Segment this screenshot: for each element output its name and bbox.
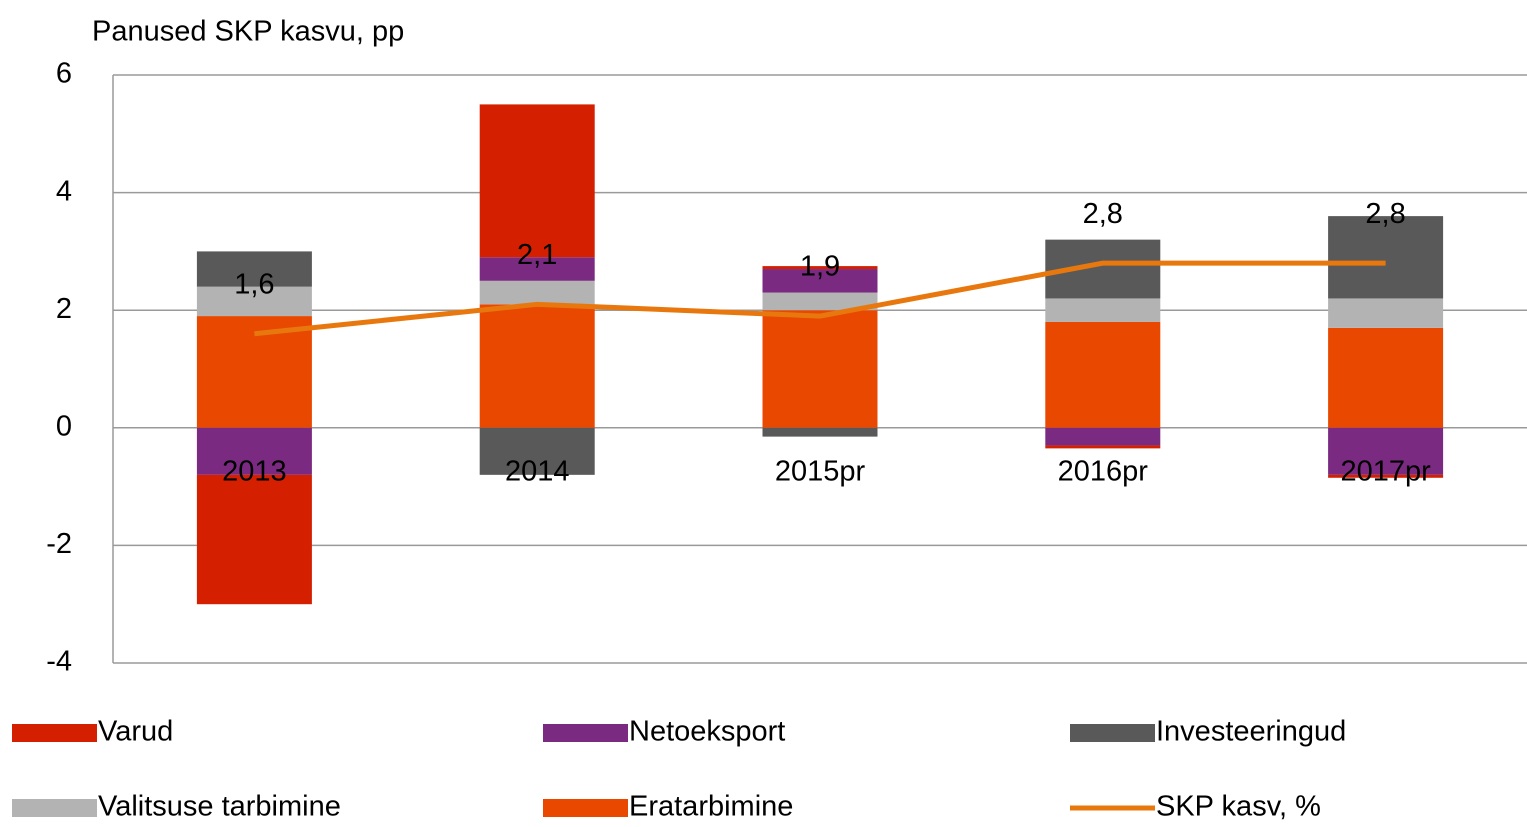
line (254, 260, 1386, 337)
y-tick-label: 6 (56, 58, 72, 90)
x-tick-label: 2016pr (1058, 455, 1149, 487)
x-tick-label: 2014 (505, 455, 570, 487)
legend-label: Varud (98, 716, 173, 748)
data-label: 2,8 (1083, 198, 1123, 230)
legend-label: Netoeksport (629, 716, 785, 748)
bar-segment (1045, 427, 1161, 446)
x-tick-label: 2017pr (1340, 455, 1431, 487)
y-tick-label: -2 (46, 528, 72, 560)
data-label: 1,6 (234, 268, 274, 300)
bar-segment (196, 427, 312, 475)
bar-segment (1045, 445, 1161, 449)
bar-segment (196, 286, 312, 317)
bar-segment (762, 269, 878, 293)
bar-segment (1045, 298, 1161, 322)
data-label: 1,9 (800, 251, 840, 283)
bar-segment (1328, 327, 1444, 428)
bar-segment (1328, 474, 1444, 478)
y-tick-label: 4 (56, 175, 72, 207)
y-tick-label: -4 (46, 646, 72, 678)
bar-segment (762, 292, 878, 311)
data-label: 2,8 (1365, 198, 1405, 230)
bar-segment (479, 280, 595, 305)
bar-segment (196, 474, 312, 605)
bar-segment (1328, 216, 1444, 299)
legend-label: Eratarbimine (629, 791, 793, 823)
bar-segment (479, 104, 595, 258)
bar-segment (1328, 298, 1444, 328)
x-tick-label: 2015pr (775, 455, 866, 487)
bar-segment (479, 427, 595, 475)
bar-segment (1328, 427, 1444, 475)
legend-label: SKP kasv, % (1156, 791, 1321, 823)
bar-segment (196, 316, 312, 428)
bar-segment (1045, 321, 1161, 428)
bar-segment (762, 266, 878, 270)
legend-swatch (12, 724, 97, 742)
bar-segment (762, 427, 878, 437)
bar-segment (479, 304, 595, 428)
chart-title: Panused SKP kasvu, pp (92, 16, 404, 48)
data-label: 2,1 (517, 239, 557, 271)
bar-segment (196, 251, 312, 287)
legend-swatch (1070, 724, 1155, 742)
legend-swatch (12, 799, 97, 817)
bar-segment (479, 257, 595, 281)
x-tick-label: 2013 (222, 455, 287, 487)
legend-label: Valitsuse tarbimine (98, 791, 341, 823)
y-tick-label: 2 (56, 293, 72, 325)
legend-swatch (543, 799, 628, 817)
legend-swatch (543, 724, 628, 742)
bar-segment (762, 310, 878, 428)
legend-label: Investeeringud (1156, 716, 1346, 748)
y-tick-label: 0 (56, 410, 72, 442)
